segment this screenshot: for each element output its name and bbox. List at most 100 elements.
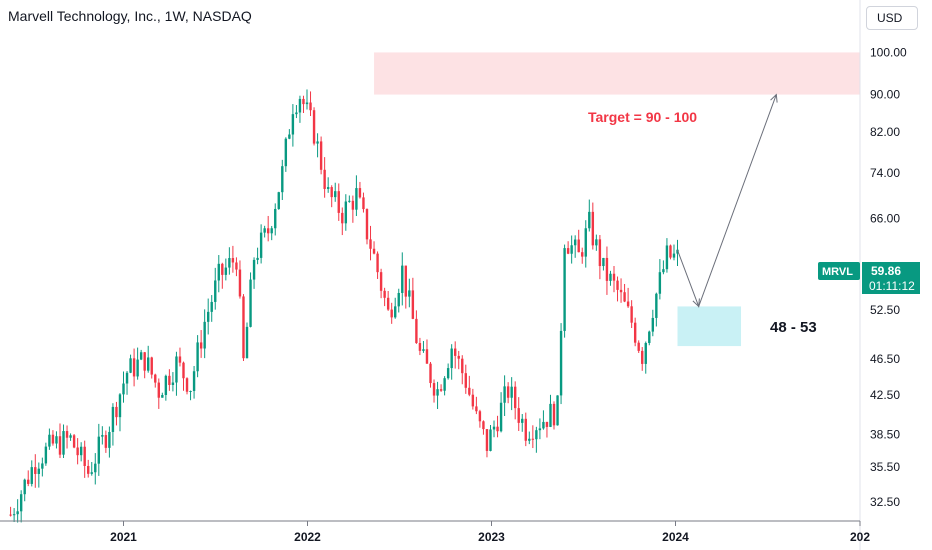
candle-body: [528, 438, 531, 441]
candle-body: [612, 273, 616, 281]
time-axis-tick: 2023: [478, 530, 505, 544]
price-badge: MRVL 59.86 01:11:12: [818, 262, 920, 294]
candle-body: [217, 263, 220, 281]
candle-body: [401, 265, 404, 293]
candle-body: [55, 436, 58, 444]
candle-body: [422, 349, 425, 351]
candle-body: [214, 280, 217, 302]
candle-body: [626, 301, 630, 307]
time-axis-tick: 2022: [294, 530, 321, 544]
projection-arrowhead-mid: [692, 298, 700, 308]
candle-body: [538, 428, 542, 431]
candle-body: [312, 110, 316, 144]
candlestick-series: [9, 89, 679, 523]
candle-body: [619, 289, 623, 293]
price-axis-tick: 82.00: [870, 125, 900, 139]
candle-body: [136, 359, 139, 377]
price-axis-tick: 42.50: [870, 388, 900, 402]
candle-body: [143, 352, 146, 371]
candle-body: [263, 228, 266, 233]
candle-body: [439, 389, 443, 391]
candle-body: [65, 431, 69, 438]
candle-body: [337, 191, 340, 213]
time-axis[interactable]: 2021 2022 2023 2024 202: [110, 521, 870, 544]
candle-body: [196, 342, 199, 372]
candle-body: [655, 293, 658, 318]
candle-body: [531, 438, 535, 440]
candle-body: [432, 383, 436, 396]
candle-body: [563, 248, 566, 331]
candle-body: [259, 232, 263, 258]
candle-body: [658, 272, 662, 294]
candle-body: [58, 436, 62, 455]
candle-body: [461, 358, 464, 374]
candle-body: [192, 371, 196, 391]
candle-body: [69, 435, 72, 438]
candle-body: [101, 435, 104, 437]
currency-button[interactable]: USD: [866, 6, 918, 30]
candle-body: [291, 114, 295, 135]
candle-body: [44, 446, 48, 464]
last-price-tag: [862, 262, 920, 294]
candle-body: [542, 421, 545, 429]
candle-body: [12, 514, 16, 516]
candle-body: [369, 239, 372, 249]
candle-body: [90, 472, 93, 474]
candle-body: [468, 387, 471, 395]
candle-body: [549, 403, 552, 427]
candle-body: [665, 245, 669, 270]
candle-body: [669, 245, 672, 258]
candle-body: [355, 188, 358, 210]
candle-body: [591, 211, 595, 246]
candle-body: [556, 395, 559, 426]
candle-body: [344, 201, 348, 224]
candle-body: [147, 357, 150, 371]
candle-body: [648, 331, 651, 343]
candle-body: [573, 239, 577, 246]
candle-body: [330, 187, 333, 198]
candle-body: [454, 348, 457, 356]
candle-body: [252, 259, 256, 280]
price-axis-tick: 32.50: [870, 495, 900, 509]
candle-body: [108, 431, 111, 448]
candle-body: [464, 373, 467, 388]
candle-body: [111, 406, 115, 432]
candle-body: [475, 406, 478, 412]
candle-body: [189, 390, 192, 392]
bar-countdown: 01:11:12: [869, 279, 915, 293]
candle-body: [305, 102, 309, 105]
candle-body: [319, 141, 323, 170]
candle-body: [19, 494, 23, 512]
candle-body: [231, 258, 235, 263]
candle-body: [334, 191, 337, 198]
candle-body: [584, 228, 587, 257]
candle-body: [351, 200, 355, 210]
candle-body: [383, 290, 386, 298]
candle-body: [87, 465, 90, 474]
candle-body: [256, 257, 259, 260]
price-axis-tick: 90.00: [870, 88, 900, 102]
time-axis-tick: 2024: [662, 530, 689, 544]
candle-body: [499, 402, 503, 432]
candle-body: [27, 479, 30, 484]
candle-body: [132, 358, 136, 377]
candle-body: [51, 434, 55, 444]
candle-body: [535, 430, 538, 440]
candle-body: [228, 258, 231, 268]
candle-body: [623, 292, 626, 302]
candle-body: [489, 429, 492, 451]
price-axis-tick: 52.50: [870, 303, 900, 317]
price-axis[interactable]: 110.00100.0090.0082.0074.0066.0052.5046.…: [870, 7, 907, 509]
candle-body: [429, 363, 432, 384]
candle-body: [394, 306, 397, 318]
candle-body: [376, 253, 379, 273]
candle-body: [545, 421, 549, 427]
candle-body: [379, 272, 383, 291]
candle-body: [298, 98, 302, 113]
candle-body: [478, 411, 482, 422]
candle-body: [358, 188, 362, 198]
candle-body: [348, 200, 351, 202]
candle-body: [605, 257, 609, 281]
price-axis-tick: 35.50: [870, 460, 900, 474]
